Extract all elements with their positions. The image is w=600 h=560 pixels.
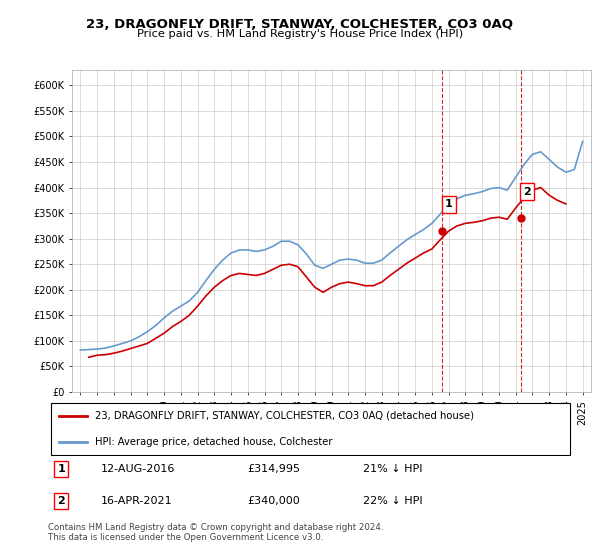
Text: 1: 1 xyxy=(57,464,65,474)
Text: Contains HM Land Registry data © Crown copyright and database right 2024.
This d: Contains HM Land Registry data © Crown c… xyxy=(48,523,383,543)
Text: HPI: Average price, detached house, Colchester: HPI: Average price, detached house, Colc… xyxy=(95,437,333,447)
Text: 12-AUG-2016: 12-AUG-2016 xyxy=(101,464,175,474)
Text: 2: 2 xyxy=(523,186,531,197)
Text: 21% ↓ HPI: 21% ↓ HPI xyxy=(363,464,422,474)
Text: 23, DRAGONFLY DRIFT, STANWAY, COLCHESTER, CO3 0AQ: 23, DRAGONFLY DRIFT, STANWAY, COLCHESTER… xyxy=(86,18,514,31)
Text: £314,995: £314,995 xyxy=(248,464,301,474)
Text: 1: 1 xyxy=(445,199,453,209)
Text: 2: 2 xyxy=(57,496,65,506)
Text: 22% ↓ HPI: 22% ↓ HPI xyxy=(363,496,422,506)
Text: £340,000: £340,000 xyxy=(248,496,300,506)
Text: Price paid vs. HM Land Registry's House Price Index (HPI): Price paid vs. HM Land Registry's House … xyxy=(137,29,463,39)
Text: 23, DRAGONFLY DRIFT, STANWAY, COLCHESTER, CO3 0AQ (detached house): 23, DRAGONFLY DRIFT, STANWAY, COLCHESTER… xyxy=(95,411,474,421)
Text: 16-APR-2021: 16-APR-2021 xyxy=(101,496,172,506)
FancyBboxPatch shape xyxy=(50,403,571,455)
